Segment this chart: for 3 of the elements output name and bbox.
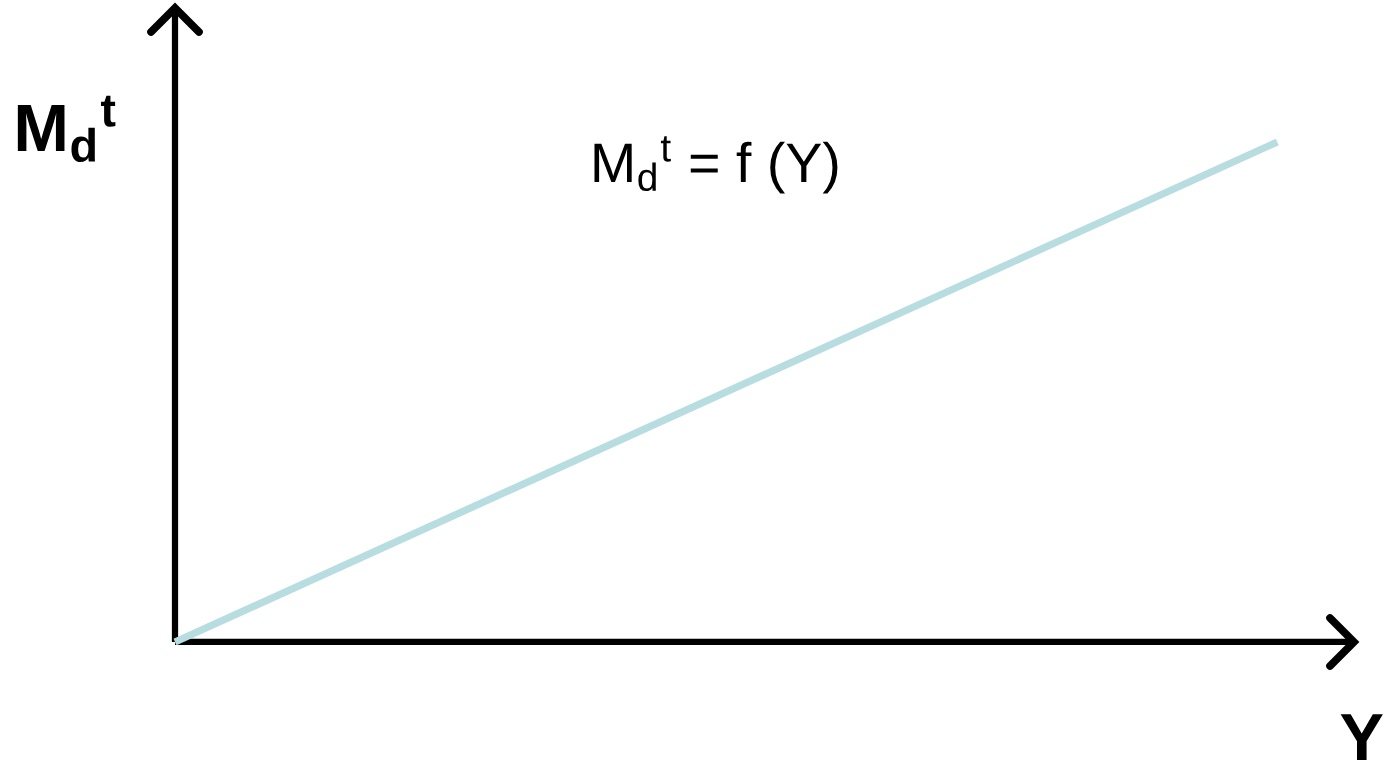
x-axis-title: Y: [1340, 714, 1383, 761]
y-axis-title: M$_{d}$$^{t}$: [17, 95, 116, 162]
annotation: M$_{d}$$^{t}$ = f (Y): [594, 136, 838, 194]
